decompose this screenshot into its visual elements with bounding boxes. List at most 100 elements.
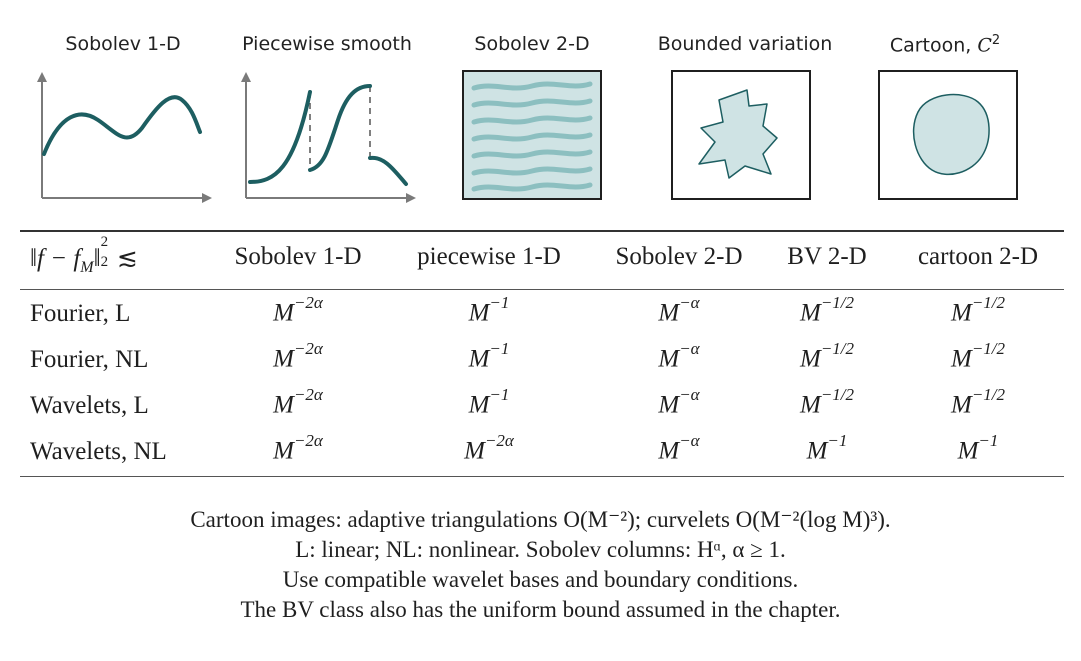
sobolev-2d-image xyxy=(462,70,602,200)
rate-cell: M−1 xyxy=(468,293,510,327)
rate-cell: M−1 xyxy=(468,385,510,419)
rate-base: M xyxy=(273,345,294,373)
jagged-blob xyxy=(698,89,778,179)
rate-cell: M−2α xyxy=(273,431,323,465)
rate-cell: M−1 xyxy=(806,431,848,465)
rate-cell: M−1/2 xyxy=(950,293,1006,327)
table-notes: Cartoon images: adaptive triangulations … xyxy=(0,505,1081,625)
piecewise-curve xyxy=(248,84,408,186)
rate-base: M xyxy=(950,345,972,373)
header-norm-close: ‖ xyxy=(93,245,101,272)
note-line: Cartoon images: adaptive triangulations … xyxy=(190,507,891,532)
rate-cell: M−1/2 xyxy=(799,293,855,327)
column-header: cartoon 2-D xyxy=(917,243,1039,270)
figure-panels: Sobolev 1-D Piecewise smooth Sobolev 2-D… xyxy=(0,0,1081,225)
smooth-blob xyxy=(912,93,990,176)
rate-cell: M−α xyxy=(658,385,700,419)
bounded-variation-image xyxy=(671,70,811,200)
rate-base: M xyxy=(658,391,680,419)
panel-title-piecewise-smooth: Piecewise smooth xyxy=(242,33,412,55)
table-header-rule xyxy=(20,289,1064,290)
rate-cell: M−2α xyxy=(273,293,323,327)
rate-exponent: −α xyxy=(679,293,700,312)
header-sub-2: 2 xyxy=(100,254,109,270)
rate-base: M xyxy=(273,299,294,327)
smooth-curve xyxy=(42,95,202,156)
header-norm: ‖f − f xyxy=(30,245,81,272)
row-label: Wavelets, L xyxy=(30,392,149,419)
rate-exponent: −1/2 xyxy=(820,385,855,404)
rate-base: M xyxy=(799,299,821,327)
rate-base: M xyxy=(799,345,821,373)
axes xyxy=(241,72,416,203)
rate-base: M xyxy=(273,391,294,419)
rate-exponent: −1/2 xyxy=(971,339,1006,358)
header-error-label: ‖f − fM‖ 2 2 ≲ xyxy=(30,234,138,277)
rate-base: M xyxy=(950,299,972,327)
row-label: Fourier, NL xyxy=(30,346,149,373)
rate-cell: M−2α xyxy=(273,339,323,373)
sobolev-1d-plot xyxy=(37,72,212,203)
rate-exponent: −1 xyxy=(489,385,510,404)
rate-cell: M−1/2 xyxy=(950,385,1006,419)
rate-base: M xyxy=(468,391,490,419)
rate-exponent: −1 xyxy=(489,293,510,312)
rate-exponent: −α xyxy=(679,431,700,450)
rate-cell: M−α xyxy=(658,431,700,465)
rate-exponent: −1/2 xyxy=(971,293,1006,312)
rate-cell: M−2α xyxy=(273,385,323,419)
rate-cell: M−1 xyxy=(957,431,999,465)
note-line: L: linear; NL: nonlinear. Sobolev column… xyxy=(295,537,786,562)
note-line: Use compatible wavelet bases and boundar… xyxy=(282,567,799,592)
piecewise-smooth-plot xyxy=(241,72,416,203)
row-label: Wavelets, NL xyxy=(30,438,167,465)
panel-title-cartoon-text: Cartoon, xyxy=(889,34,978,57)
rate-exponent: −α xyxy=(679,385,700,404)
rate-base: M xyxy=(658,299,680,327)
column-header: piecewise 1-D xyxy=(417,243,561,270)
wavy-stripes xyxy=(471,81,593,192)
rate-cell: M−α xyxy=(658,339,699,373)
rate-exponent: −2α xyxy=(293,385,323,404)
cartoon-image xyxy=(878,70,1018,200)
rate-exponent: −1/2 xyxy=(820,339,855,358)
rate-exponent: −2α xyxy=(293,339,323,358)
rate-base: M xyxy=(468,345,490,373)
rate-exponent: −2α xyxy=(484,431,514,450)
rate-exponent: −1 xyxy=(827,431,848,450)
header-sup-2: 2 xyxy=(100,234,109,250)
rate-base: M xyxy=(957,437,979,465)
rate-base: M xyxy=(950,391,972,419)
rate-base: M xyxy=(658,437,680,465)
rate-cell: M−2α xyxy=(464,431,514,465)
column-header: BV 2-D xyxy=(787,243,867,270)
column-header: Sobolev 2-D xyxy=(615,243,743,270)
table-top-rule xyxy=(20,230,1064,232)
rate-exponent: −1 xyxy=(489,339,510,358)
rate-cell: M−1 xyxy=(468,339,510,373)
rate-base: M xyxy=(468,299,490,327)
rate-cell: M−1/2 xyxy=(950,339,1006,373)
rate-exponent: −1 xyxy=(978,431,999,450)
rate-base: M xyxy=(273,437,294,465)
rate-exponent: −1/2 xyxy=(971,385,1006,404)
rate-base: M xyxy=(799,391,821,419)
axes xyxy=(37,72,212,203)
rate-exponent: −2α xyxy=(293,293,323,312)
panel-title-cartoon-sup: 2 xyxy=(991,33,1001,48)
rate-cell: M−1/2 xyxy=(799,385,855,419)
rate-exponent: −2α xyxy=(293,431,323,450)
rate-base: M xyxy=(806,437,828,465)
rate-exponent: −1/2 xyxy=(820,293,855,312)
header-sub-m: M xyxy=(80,259,94,276)
panel-title-bounded-variation: Bounded variation xyxy=(657,33,833,55)
rate-cell: M−α xyxy=(658,293,700,327)
header-relation: ≲ xyxy=(110,245,138,272)
panel-title-cartoon-math: C xyxy=(977,34,992,57)
column-header: Sobolev 1-D xyxy=(234,243,362,270)
panel-title-sobolev-2d: Sobolev 2-D xyxy=(474,33,590,55)
rate-cell: M−1/2 xyxy=(799,339,855,373)
table-bottom-rule xyxy=(20,476,1064,477)
panel-title-cartoon: Cartoon, C2 xyxy=(890,33,1000,56)
row-label: Fourier, L xyxy=(30,300,131,327)
